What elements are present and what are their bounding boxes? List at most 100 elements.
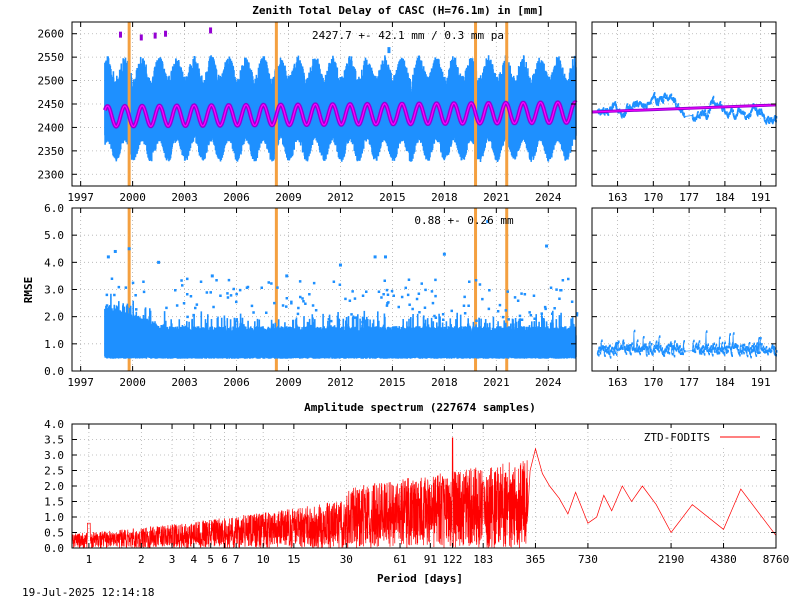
spectrum-x-tick-label: 183 <box>473 553 493 566</box>
rmse-plot-frame <box>71 207 577 372</box>
rmse-x-tick-label: 2012 <box>327 376 354 389</box>
spectrum-x-axis-label: Period [days] <box>377 572 463 585</box>
spectrum-x-tick-label: 30 <box>340 553 353 566</box>
rmse-axis-label: RMSE <box>22 277 35 304</box>
spectrum-x-tick-label: 10 <box>257 553 270 566</box>
rmse-recent-x-tick-label: 163 <box>608 376 628 389</box>
spectrum-y-tick-label: 4.0 <box>44 418 64 431</box>
spectrum-x-tick-label: 1 <box>86 553 93 566</box>
spectrum-y-tick-label: 2.5 <box>44 465 64 478</box>
ztd-recent-x-tick-label: 177 <box>679 191 699 204</box>
spectrum-chart-title: Amplitude spectrum (227674 samples) <box>304 401 536 414</box>
ztd-chart-title: Zenith Total Delay of CASC (H=76.1m) in … <box>252 4 543 17</box>
ztd-x-tick-label: 2012 <box>327 191 354 204</box>
spectrum-x-tick-label: 15 <box>287 553 300 566</box>
spectrum-series-line <box>71 437 777 550</box>
spectrum-x-tick-label: 91 <box>424 553 437 566</box>
rmse-outlier-point <box>127 247 131 251</box>
ztd-y-tick-label: 2500 <box>38 75 65 88</box>
data-layer <box>71 22 778 550</box>
rmse-outlier-point <box>486 220 490 224</box>
legend-box <box>632 428 772 446</box>
rmse-x-tick-label: 2024 <box>535 376 562 389</box>
ztd-x-tick-label: 2006 <box>223 191 250 204</box>
ztd-y-tick-label: 2550 <box>38 51 65 64</box>
footer-timestamp: 19-Jul-2025 12:14:18 <box>22 586 154 599</box>
ztd-y-tick-label: 2600 <box>38 28 65 41</box>
legend-label: ZTD-FODITS <box>644 431 710 444</box>
ztd-y-tick-label: 2400 <box>38 121 65 134</box>
rmse-y-tick-label: 5.0 <box>44 229 64 242</box>
ztd-y-tick-label: 2450 <box>38 98 65 111</box>
spectrum-y-tick-label: 2.0 <box>44 480 64 493</box>
rmse-recent-x-tick-label: 191 <box>751 376 771 389</box>
ztd-x-tick-label: 2015 <box>379 191 406 204</box>
rmse-x-tick-label: 2018 <box>431 376 458 389</box>
ztd-outlier-point <box>387 47 391 54</box>
rmse-y-tick-label: 6.0 <box>44 202 64 215</box>
rmse-data-points <box>104 293 577 359</box>
rmse-recent-x-tick-label: 170 <box>643 376 663 389</box>
rmse-x-tick-label: 2015 <box>379 376 406 389</box>
rmse-y-tick-label: 4.0 <box>44 256 64 269</box>
ztd-recent-x-tick-label: 191 <box>751 191 771 204</box>
spectrum-plot-frame <box>71 423 777 549</box>
ztd-x-tick-label: 2009 <box>275 191 302 204</box>
rmse-outlier-point <box>383 255 387 259</box>
spectrum-x-tick-label: 122 <box>443 553 463 566</box>
rmse-outlier-point <box>285 274 289 278</box>
spectrum-x-tick-label: 3 <box>169 553 176 566</box>
ztd-recent-x-tick-label: 170 <box>643 191 663 204</box>
spectrum-x-tick-label: 5 <box>207 553 214 566</box>
rmse-x-tick-label: 2009 <box>275 376 302 389</box>
ztd-outlier-point <box>164 30 168 37</box>
spectrum-y-tick-label: 3.5 <box>44 434 64 447</box>
spectrum-x-tick-label: 7 <box>233 553 240 566</box>
frame-layer: 1997 2000 2003 2006 2009 2012 2015 2018 2021 2024… <box>38 21 790 566</box>
spectrum-x-tick-label: 2190 <box>658 553 685 566</box>
spectrum-y-tick-label: 0.0 <box>44 542 64 555</box>
ztd-x-tick-label: 2003 <box>171 191 198 204</box>
rmse-y-tick-label: 3.0 <box>44 284 64 297</box>
ztd-y-tick-label: 2300 <box>38 168 65 181</box>
ztd-x-tick-label: 2018 <box>431 191 458 204</box>
rmse-y-tick-label: 2.0 <box>44 311 64 324</box>
ztd-mean-annotation: 2427.7 +- 42.1 mm / 0.3 mm pa <box>312 29 504 42</box>
ztd-plot-frame <box>71 21 577 187</box>
rmse-mean-annotation: 0.88 +- 0.26 mm <box>414 214 514 227</box>
rmse-x-tick-label: 2006 <box>223 376 250 389</box>
rmse-x-tick-label: 2021 <box>483 376 510 389</box>
ztd-x-tick-label: 2000 <box>119 191 146 204</box>
rmse-x-tick-label: 2003 <box>171 376 198 389</box>
rmse-outlier-point <box>106 255 110 259</box>
rmse-recent-x-tick-label: 184 <box>715 376 735 389</box>
spectrum-x-tick-label: 4380 <box>710 553 737 566</box>
rmse-recent-data-points <box>597 329 778 359</box>
rmse-recent-plot-frame <box>591 207 777 372</box>
spectrum-x-tick-label: 8760 <box>763 553 790 566</box>
rmse-y-tick-label: 0.0 <box>44 365 64 378</box>
ztd-recent-model-line-highlight <box>591 104 777 113</box>
ztd-outlier-point <box>209 27 213 34</box>
ztd-y-tick-label: 2350 <box>38 145 65 158</box>
ztd-outlier-point <box>153 32 157 39</box>
rmse-scattered-points <box>105 277 579 324</box>
rmse-outlier-point <box>373 255 377 259</box>
rmse-outlier-point <box>210 274 214 278</box>
spectrum-y-tick-label: 0.5 <box>44 527 64 540</box>
rmse-outlier-point <box>545 244 549 248</box>
spectrum-y-tick-label: 1.0 <box>44 511 64 524</box>
rmse-outlier-point <box>338 263 342 267</box>
rmse-outlier-point <box>157 260 161 264</box>
rmse-recent-x-tick-label: 177 <box>679 376 699 389</box>
rmse-outlier-point <box>113 249 117 253</box>
ztd-outlier-point <box>118 31 122 38</box>
ztd-outlier-point <box>139 34 143 41</box>
ztd-x-tick-label: 2021 <box>483 191 510 204</box>
ztd-model-curve-highlight <box>104 101 577 128</box>
rmse-outlier-point <box>442 252 446 256</box>
spectrum-x-tick-label: 730 <box>578 553 598 566</box>
rmse-x-tick-label: 2000 <box>119 376 146 389</box>
spectrum-x-tick-label: 6 <box>221 553 228 566</box>
ztd-x-tick-label: 2024 <box>535 191 562 204</box>
